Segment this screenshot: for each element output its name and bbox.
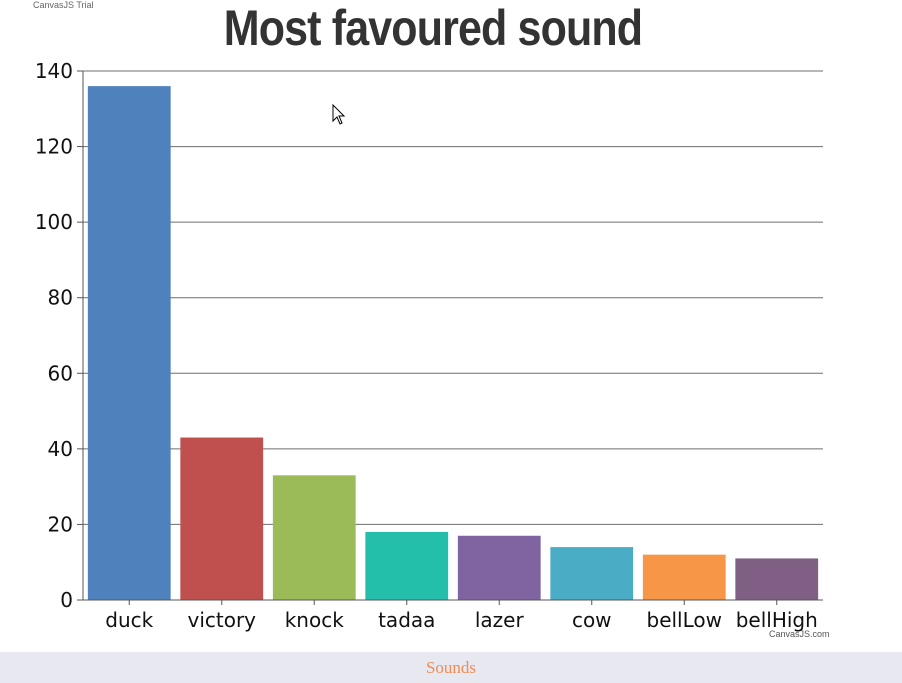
y-tick-label: 140	[35, 59, 73, 83]
y-tick-label: 60	[48, 361, 73, 385]
footer-label: Sounds	[425, 658, 477, 677]
x-tick-label: knock	[285, 608, 344, 632]
x-tick-label: bellHigh	[736, 608, 818, 632]
y-tick-label: 20	[48, 512, 73, 536]
x-tick-label: tadaa	[378, 608, 435, 632]
bars	[87, 86, 819, 601]
bar-lazer[interactable]	[457, 535, 541, 600]
y-tick-label: 80	[48, 286, 73, 310]
bar-bellLow[interactable]	[642, 554, 726, 600]
trial-watermark: CanvasJS Trial	[33, 0, 94, 10]
bar-knock[interactable]	[272, 475, 356, 600]
axes: 0 20 40 60 80 100 120 140 duck victory knock tadaa l…	[35, 59, 823, 632]
bar-cow[interactable]	[550, 547, 634, 600]
y-tick-label: 0	[60, 588, 73, 612]
bar-chart: 0 20 40 60 80 100 120 140 duck victory knock tadaa l…	[35, 59, 823, 632]
x-tick-label: victory	[187, 608, 256, 632]
x-tick-label: bellLow	[647, 608, 723, 632]
footer-bar: Sounds	[0, 652, 902, 683]
y-tick-label: 100	[35, 210, 73, 234]
bar-bellHigh[interactable]	[735, 558, 819, 600]
bar-tadaa[interactable]	[365, 531, 449, 600]
x-tick-label: lazer	[475, 608, 525, 632]
bar-duck[interactable]	[87, 86, 171, 601]
chart-title: Most favoured sound	[223, 0, 643, 56]
bar-victory[interactable]	[180, 437, 264, 600]
mouse-pointer-icon	[332, 104, 346, 125]
canvasjs-credit-link[interactable]: CanvasJS.com	[769, 629, 830, 639]
x-tick-label: duck	[105, 608, 153, 632]
x-tick-label: cow	[572, 608, 612, 632]
y-tick-label: 40	[48, 437, 73, 461]
y-tick-label: 120	[35, 135, 73, 159]
